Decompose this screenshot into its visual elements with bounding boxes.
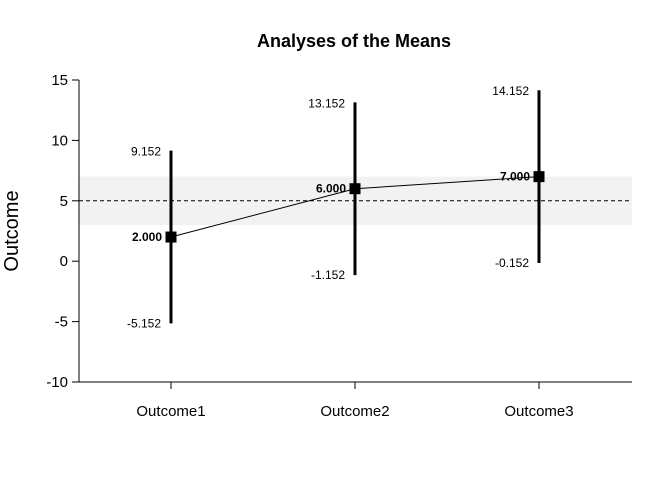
- y-axis-label: Outcome: [1, 190, 23, 271]
- mean-marker: [533, 171, 545, 183]
- chart-marks: 2.000 9.152 -5.152 6.000 13.152 -1.152 7.000 14…: [127, 84, 545, 330]
- mean-label: 2.000: [132, 230, 162, 244]
- y-tick-label: 5: [60, 193, 68, 210]
- y-tick-label: -5: [55, 314, 68, 331]
- upper-ci-label: 14.152: [492, 84, 529, 98]
- lower-ci-label: -0.152: [495, 256, 529, 270]
- x-tick-label: Outcome3: [504, 403, 573, 420]
- lower-ci-label: -1.152: [311, 268, 345, 282]
- mean-label: 6.000: [316, 182, 346, 196]
- y-tick-label: 0: [60, 253, 68, 270]
- upper-ci-label: 9.152: [131, 145, 161, 159]
- x-tick-label: Outcome1: [136, 403, 205, 420]
- y-tick-label: 15: [51, 72, 68, 89]
- axes: -10 -5 0 5 10 15 Outcome1 Outcome2 Outcome3: [46, 72, 632, 420]
- mean-marker: [165, 231, 177, 243]
- y-tick-label: 10: [51, 132, 68, 149]
- y-tick-label: -10: [46, 374, 68, 391]
- mean-marker: [349, 183, 361, 195]
- mean-label: 7.000: [500, 170, 530, 184]
- lower-ci-label: -5.152: [127, 316, 161, 330]
- chart-title: Analyses of the Means: [257, 31, 451, 51]
- x-tick-label: Outcome2: [320, 403, 389, 420]
- upper-ci-label: 13.152: [308, 96, 345, 110]
